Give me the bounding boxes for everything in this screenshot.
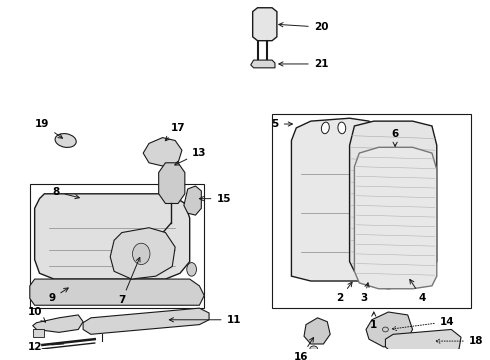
Text: 19: 19: [35, 119, 63, 138]
Ellipse shape: [132, 243, 150, 265]
Polygon shape: [30, 279, 204, 305]
Polygon shape: [379, 233, 406, 248]
Polygon shape: [251, 60, 275, 68]
Text: 4: 4: [410, 279, 426, 303]
Text: 8: 8: [52, 187, 79, 199]
Text: 7: 7: [118, 257, 140, 305]
Text: 9: 9: [49, 288, 68, 303]
Ellipse shape: [55, 134, 76, 148]
Polygon shape: [184, 186, 201, 215]
Polygon shape: [292, 118, 379, 281]
Text: 5: 5: [271, 119, 293, 129]
Text: 18: 18: [436, 336, 483, 346]
Text: 3: 3: [361, 283, 369, 303]
Ellipse shape: [321, 122, 329, 134]
Polygon shape: [143, 138, 182, 167]
Polygon shape: [354, 147, 437, 289]
Polygon shape: [83, 308, 209, 334]
Text: 10: 10: [27, 307, 46, 322]
Text: 14: 14: [392, 317, 454, 330]
Polygon shape: [366, 312, 413, 347]
Text: 6: 6: [392, 129, 399, 146]
Polygon shape: [253, 8, 277, 41]
Text: 20: 20: [279, 22, 328, 32]
Ellipse shape: [338, 122, 346, 134]
Text: 17: 17: [165, 123, 185, 141]
Polygon shape: [35, 194, 190, 279]
Polygon shape: [386, 329, 461, 354]
Text: 16: 16: [294, 338, 314, 360]
Polygon shape: [349, 121, 437, 276]
Ellipse shape: [383, 327, 389, 332]
Text: 21: 21: [279, 59, 328, 69]
Text: 13: 13: [175, 148, 207, 165]
Polygon shape: [364, 124, 427, 289]
Polygon shape: [110, 228, 175, 279]
Text: 11: 11: [170, 315, 241, 325]
Ellipse shape: [310, 346, 318, 352]
Ellipse shape: [187, 262, 196, 276]
Polygon shape: [159, 163, 185, 203]
Polygon shape: [33, 329, 44, 337]
Text: 12: 12: [27, 342, 42, 352]
Text: 15: 15: [199, 194, 231, 204]
Text: 1: 1: [370, 312, 377, 330]
Text: 2: 2: [336, 282, 352, 303]
Polygon shape: [304, 318, 330, 344]
Polygon shape: [33, 315, 83, 332]
